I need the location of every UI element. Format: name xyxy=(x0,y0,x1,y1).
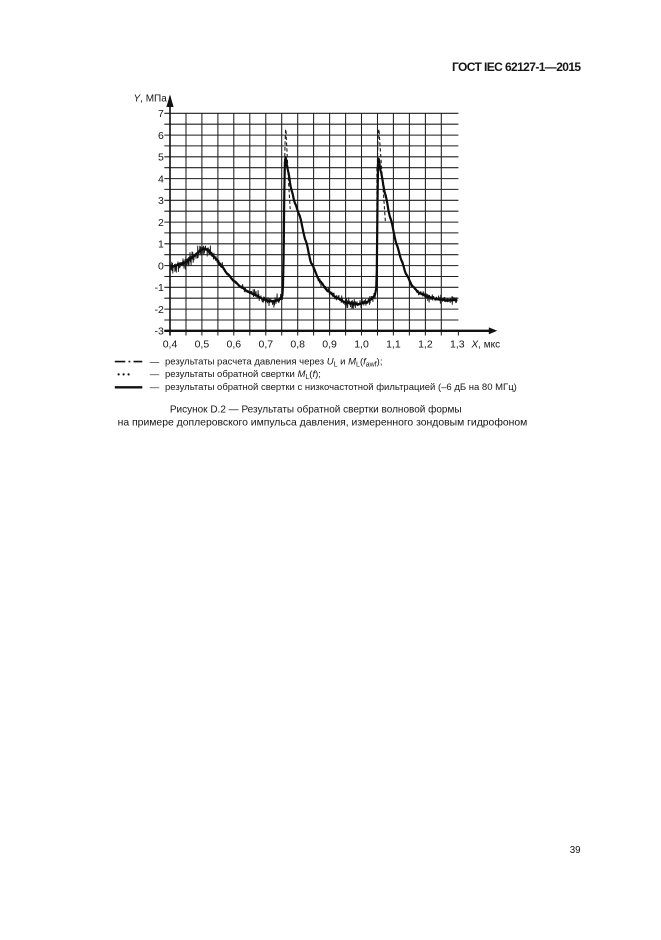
svg-text:ГОСТ IEC 62127-1—2015: ГОСТ IEC 62127-1—2015 xyxy=(452,60,581,74)
svg-text:0,4: 0,4 xyxy=(163,339,178,351)
svg-text:-2: -2 xyxy=(154,304,163,316)
svg-text:-1: -1 xyxy=(154,282,163,294)
svg-text:0,8: 0,8 xyxy=(290,339,305,351)
svg-text:0,7: 0,7 xyxy=(258,339,273,351)
svg-text:1,2: 1,2 xyxy=(418,339,433,351)
svg-text:0,5: 0,5 xyxy=(195,339,210,351)
svg-text:—: — xyxy=(150,382,160,393)
svg-text:—: — xyxy=(150,369,160,380)
svg-text:результаты обратной свертки с: результаты обратной свертки с низкочасто… xyxy=(165,382,517,393)
svg-text:0: 0 xyxy=(158,260,164,272)
svg-text:1,3: 1,3 xyxy=(450,339,465,351)
svg-text:Рисунок D.2 — Результаты обрат: Рисунок D.2 — Результаты обратной свертк… xyxy=(170,403,462,415)
svg-text:5: 5 xyxy=(158,152,164,164)
svg-text:—: — xyxy=(150,356,160,367)
svg-text:1,0: 1,0 xyxy=(354,339,369,351)
svg-text:2: 2 xyxy=(158,217,164,229)
svg-text:результаты расчета давления че: результаты расчета давления через UL и M… xyxy=(165,356,382,368)
svg-text:0,9: 0,9 xyxy=(322,339,337,351)
svg-text:-3: -3 xyxy=(154,326,163,338)
svg-text:39: 39 xyxy=(570,845,581,856)
svg-text:6: 6 xyxy=(158,130,164,142)
svg-text:X, мкс: X, мкс xyxy=(471,340,501,351)
svg-text:результаты обратной свертки ML: результаты обратной свертки ML(f); xyxy=(165,369,321,381)
svg-text:0,6: 0,6 xyxy=(226,339,241,351)
svg-text:на примере доплеровского импул: на примере доплеровского импульса давлен… xyxy=(118,416,528,428)
svg-text:Y, МПа: Y, МПа xyxy=(134,94,168,105)
svg-text:4: 4 xyxy=(158,173,164,185)
svg-text:1: 1 xyxy=(158,239,164,251)
svg-text:1,1: 1,1 xyxy=(386,339,401,351)
svg-text:7: 7 xyxy=(158,108,164,120)
svg-text:3: 3 xyxy=(158,195,164,207)
